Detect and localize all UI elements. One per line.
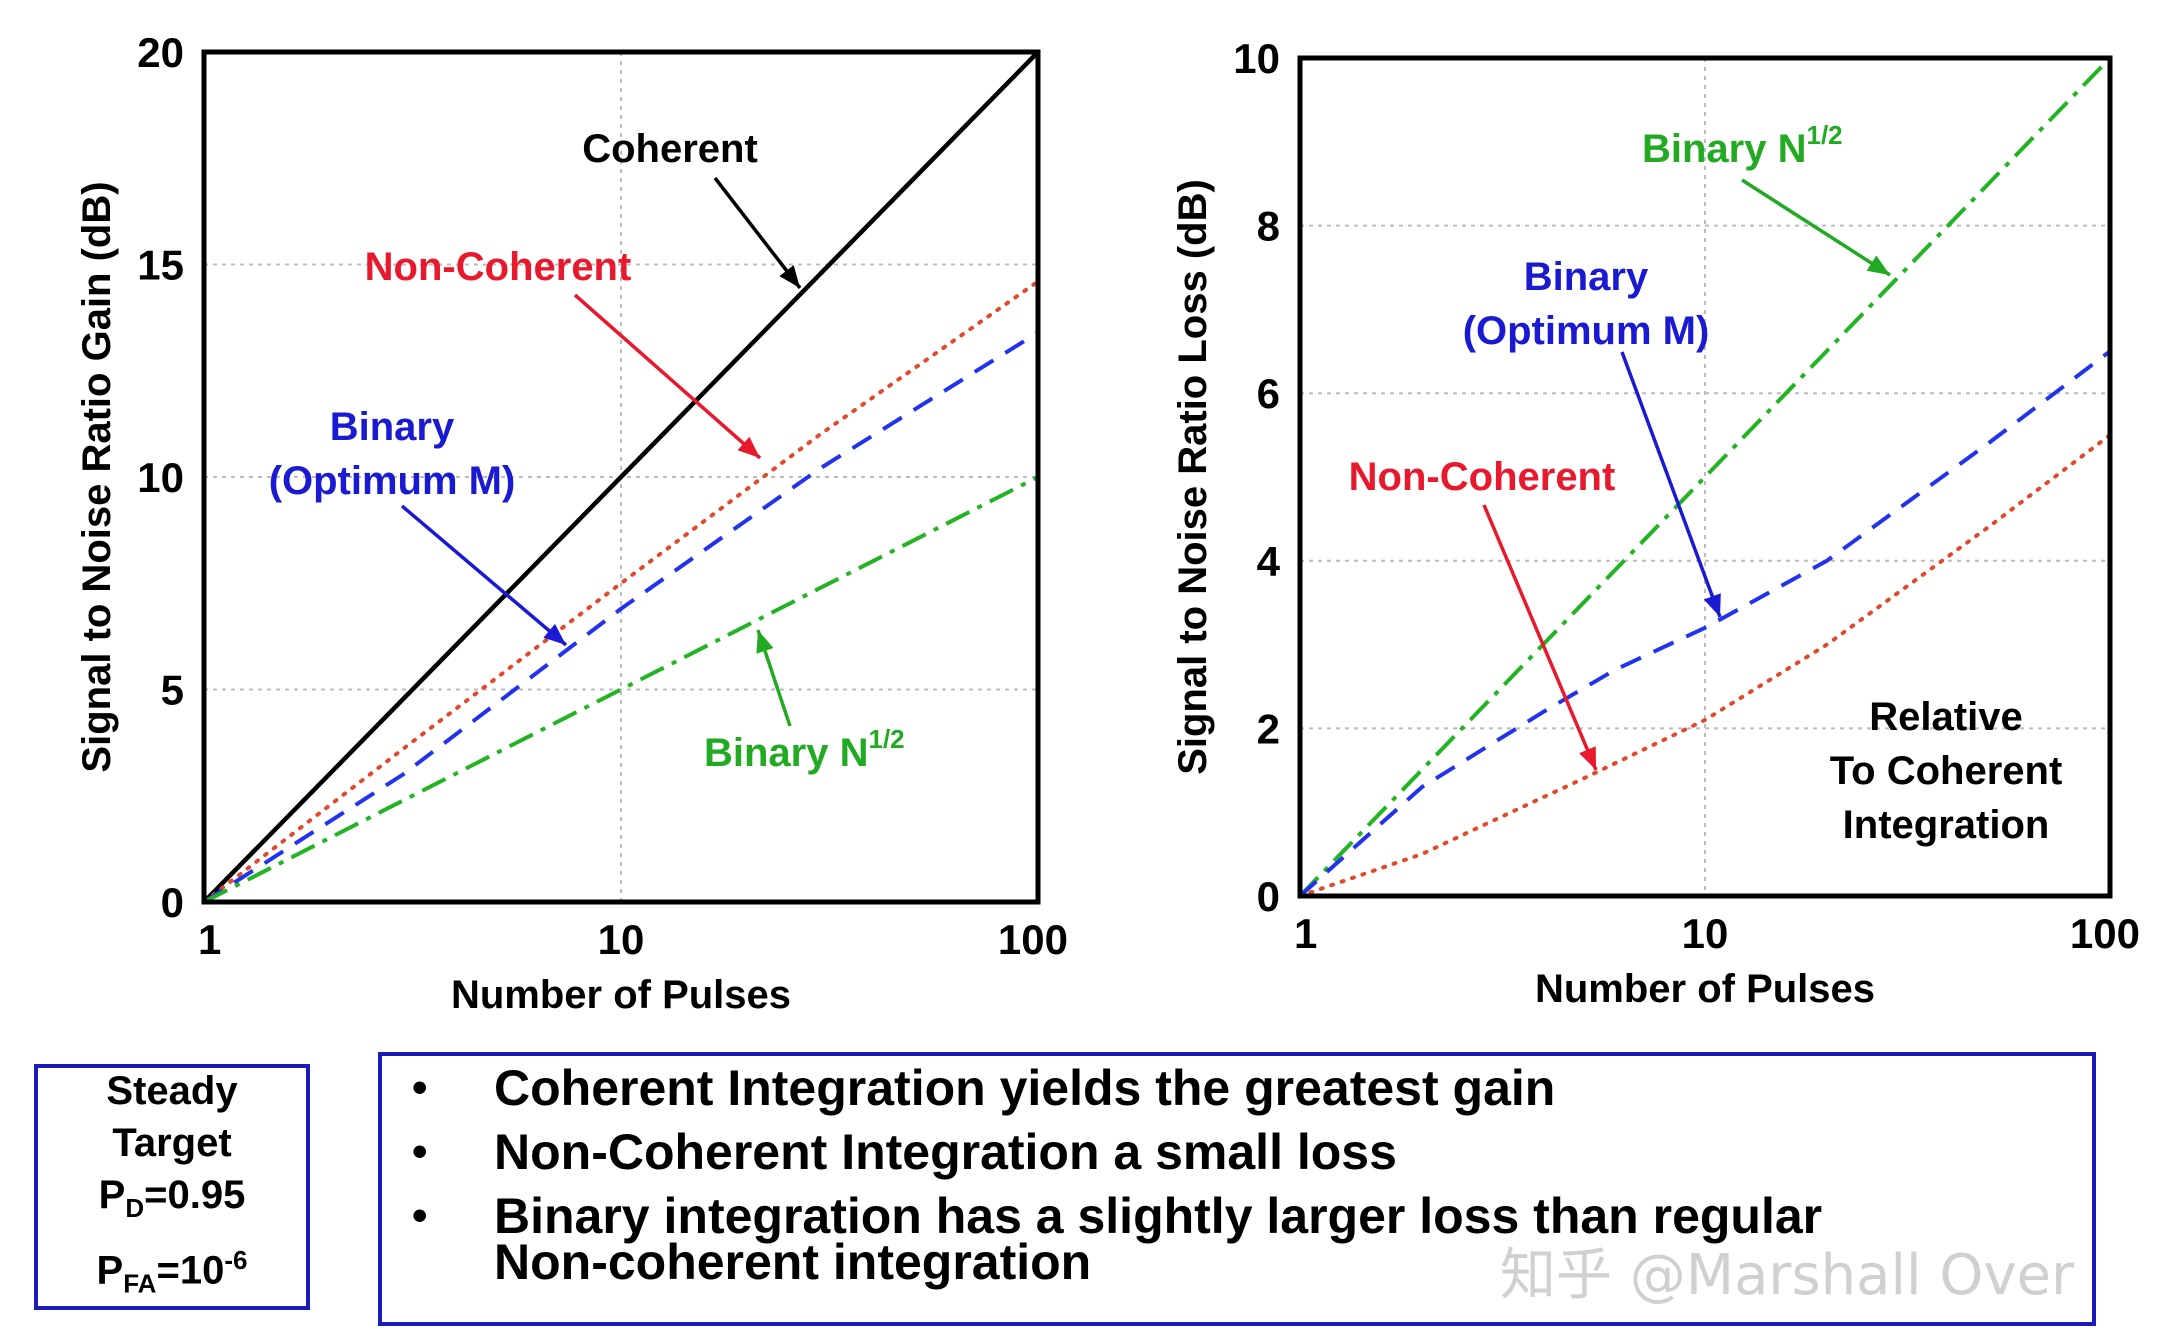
annotation-binary-sqrt: Binary N1/2 [1642,120,1843,171]
arrow-non-coherent-head [1579,746,1596,770]
arrow-non-coherent-head [737,436,760,458]
bullet-text: Coherent Integration yields the greatest… [494,1060,1556,1116]
conditions-pfa: PFA=10-6 [96,1244,248,1299]
y-tick-label: 15 [137,242,184,289]
annotation-optimum-m: (Optimum M) [269,459,516,503]
watermark: 知乎 @Marshall Over [1500,1243,2075,1308]
x-tick-label: 1 [198,916,221,963]
arrow-coherent-head [779,265,800,288]
x-tick-label: 1 [1294,910,1317,957]
annotation-non-coherent: Non-Coherent [1349,455,1616,499]
bullet-text: Non-Coherent Integration a small loss [494,1124,1397,1180]
x-tick-label: 100 [998,916,1068,963]
x-tick-label: 10 [1682,910,1729,957]
series-line-coherent [202,50,1040,904]
arrow-binary [400,504,568,647]
x-tick-label: 100 [2070,910,2140,957]
arrow-non-coherent [1482,504,1598,771]
conditions-box: Steady Target PD=0.95 PFA=10-6 [34,1064,310,1310]
series-line-binary-n1-2 [203,475,1039,904]
y-tick-label: 20 [137,29,184,76]
arrow-non-coherent [573,293,762,460]
y-axis-label: Signal to Noise Ratio Gain (dB) [75,181,119,772]
arrow-binary-sqrt-head [756,630,774,654]
bullet-text: Binary integration has a slightly larger… [494,1188,1823,1244]
arrow-binary-head [1703,593,1721,617]
annotation-relative: Relative [1869,695,2022,739]
y-tick-label: 0 [161,879,184,926]
conditions-steady: Steady [106,1068,238,1113]
plot-frame [1297,55,2113,899]
conditions-target: Target [112,1120,232,1165]
arrow-binary-head [543,623,566,645]
y-tick-label: 10 [1233,35,1280,82]
annotation-to-coherent: To Coherent [1830,749,2063,793]
bullet-dot: • [412,1127,428,1176]
x-axis-label: Number of Pulses [1535,967,1875,1011]
y-tick-label: 8 [1257,203,1280,250]
annotation-binary: Binary [1524,255,1649,299]
conditions-pd: PD=0.95 [98,1172,246,1223]
y-tick-label: 5 [161,667,184,714]
annotation-optimum-m: (Optimum M) [1463,309,1710,353]
annotation-binary: Binary [330,405,455,449]
series-line-non-coherent [1298,433,2112,898]
arrow-binary [1620,351,1722,618]
arrow-binary-sqrt-head [1866,255,1890,275]
y-tick-label: 2 [1257,705,1280,752]
bullet-dot: • [412,1191,428,1240]
annotation-binary-sqrt: Binary N1/2 [704,724,905,775]
y-tick-label: 6 [1257,370,1280,417]
y-tick-label: 10 [137,454,184,501]
x-tick-label: 10 [598,916,645,963]
annotation-non-coherent: Non-Coherent [365,245,632,289]
series-line-binary-optimum-m- [202,330,1040,904]
series-line-binary-optimum-m- [1298,349,2112,898]
bullet-dot: • [412,1063,428,1112]
series-line-non-coherent [202,279,1040,904]
annotation-coherent: Coherent [582,127,758,171]
x-axis-label: Number of Pulses [451,973,791,1017]
y-tick-label: 0 [1257,873,1280,920]
arrow-binary-sqrt [1741,178,1891,277]
plot-frame [201,49,1041,905]
y-axis-label: Signal to Noise Ratio Loss (dB) [1171,179,1215,775]
y-tick-label: 4 [1257,538,1281,585]
summary-box: • Coherent Integration yields the greate… [378,1052,2096,1326]
annotation-integration: Integration [1843,803,2050,847]
bullet-text: Non-coherent integration [494,1234,1092,1290]
arrow-coherent [713,176,802,290]
